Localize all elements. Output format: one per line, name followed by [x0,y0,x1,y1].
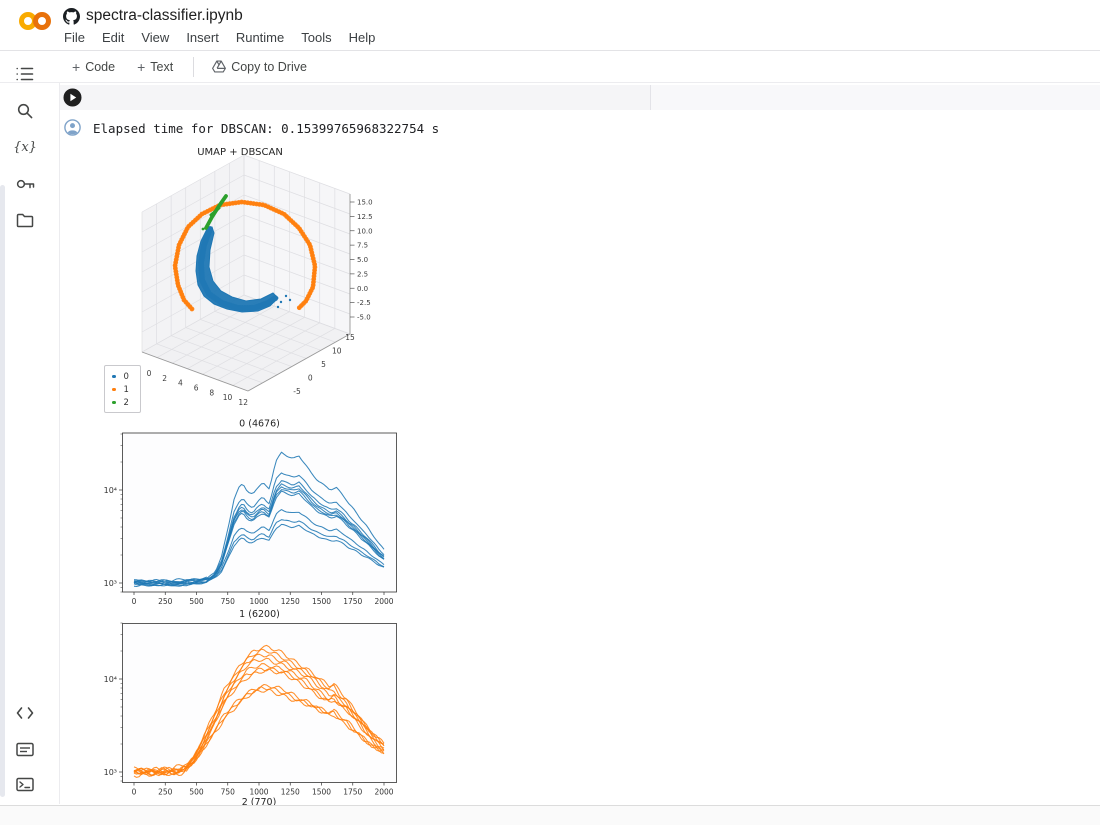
svg-text:10: 10 [223,393,233,402]
svg-text:-5: -5 [293,387,301,396]
legend-marker-orange [112,387,116,392]
code-cell-gutter [650,85,1100,110]
svg-text:12.5: 12.5 [357,213,373,221]
svg-text:250: 250 [158,788,173,797]
svg-text:7.5: 7.5 [357,242,368,250]
svg-text:4: 4 [178,379,183,388]
legend-label: 1 [123,384,129,395]
command-palette-icon[interactable] [15,739,35,759]
svg-text:1250: 1250 [281,597,300,606]
svg-text:10.0: 10.0 [357,227,373,235]
svg-text:10⁴: 10⁴ [104,486,117,495]
notebook-title[interactable]: spectra-classifier.ipynb [86,7,243,24]
variables-icon[interactable]: {x} [13,139,37,155]
svg-text:10: 10 [332,347,342,356]
svg-text:-2.5: -2.5 [357,299,371,307]
legend-row: 0 [110,370,135,383]
svg-text:0: 0 [132,788,137,797]
svg-text:0: 0 [132,597,137,606]
legend-label: 0 [123,371,129,382]
svg-text:750: 750 [221,788,236,797]
terminal-icon[interactable] [15,774,35,794]
svg-text:-5.0: -5.0 [357,314,371,322]
run-cell-button[interactable] [63,88,82,107]
svg-text:10³: 10³ [104,579,117,588]
svg-text:1000: 1000 [249,597,268,606]
table-of-contents-icon[interactable] [15,64,35,84]
svg-text:5.0: 5.0 [357,256,368,264]
svg-text:1500: 1500 [312,597,331,606]
legend-label: 2 [123,397,129,408]
svg-text:2000: 2000 [374,597,393,606]
plot3d-legend: 0 1 2 [104,365,141,413]
svg-text:0.0: 0.0 [357,285,368,293]
menu-file[interactable]: File [64,30,85,45]
page-footer [0,805,1100,825]
spectra-plot-cluster1: 1 (6200) 0 250 500 750 1000 1250 1500 1750 2000 10… [104,609,397,797]
legend-marker-blue [112,374,116,379]
svg-text:1250: 1250 [281,788,300,797]
umap-dbscan-3d-plot: 15.012.510.07.55.02.50.0-2.5-5.002468101… [141,154,373,407]
menubar: File Edit View Insert Runtime Tools Help [64,30,375,45]
svg-text:10⁴: 10⁴ [104,675,117,684]
menu-insert[interactable]: Insert [186,30,219,45]
svg-text:500: 500 [189,597,204,606]
colab-logo[interactable] [18,9,52,33]
menu-runtime[interactable]: Runtime [235,30,285,45]
add-text-label: Text [150,59,174,74]
colab-header: spectra-classifier.ipynb File Edit View … [0,0,1100,50]
secrets-key-icon[interactable] [15,174,35,194]
svg-text:6: 6 [194,383,199,392]
copy-to-drive-button[interactable]: Copy to Drive [212,60,307,74]
code-snippets-icon[interactable] [15,703,35,723]
svg-text:15: 15 [345,333,355,342]
svg-text:2.5: 2.5 [357,270,368,278]
svg-text:1500: 1500 [312,788,331,797]
copy-to-drive-label: Copy to Drive [231,59,307,74]
cell-output-text: Elapsed time for DBSCAN: 0.1539976596832… [93,121,440,136]
menu-tools[interactable]: Tools [301,30,332,45]
svg-text:2: 2 [162,374,167,383]
legend-row: 1 [110,383,135,396]
plot3d-title: UMAP + DBSCAN [197,147,283,158]
cell-toolbar: + Code + Text Copy to Drive [0,50,1100,83]
svg-text:2000: 2000 [374,788,393,797]
page-scrollbar[interactable] [0,185,5,797]
plus-icon: + [72,58,81,75]
svg-text:5: 5 [321,360,326,369]
svg-text:1000: 1000 [249,788,268,797]
svg-text:0: 0 [147,369,152,378]
svg-text:0: 0 [308,374,313,383]
spectra-plot-cluster2-title: 2 (770) [241,797,277,808]
spectra-plot-cluster0: 0 (4676) 0 250 500 750 1000 1250 1500 1750 2000 10… [104,419,397,606]
svg-text:8: 8 [209,388,214,397]
legend-marker-green [112,400,116,405]
svg-text:10³: 10³ [104,768,117,777]
add-text-button[interactable]: + Text [137,59,173,75]
files-folder-icon[interactable] [15,210,35,230]
add-code-button[interactable]: + Code [72,59,115,75]
drive-icon [212,60,227,73]
add-code-label: Code [85,59,116,74]
svg-text:1 (6200): 1 (6200) [239,609,280,620]
svg-text:750: 750 [221,597,236,606]
svg-text:500: 500 [189,788,204,797]
search-icon[interactable] [15,101,35,121]
github-icon [63,8,80,25]
menu-help[interactable]: Help [348,30,376,45]
left-sidebar: {x} [0,67,60,804]
svg-text:12: 12 [238,398,248,407]
svg-text:15.0: 15.0 [357,199,373,207]
svg-text:1750: 1750 [343,597,362,606]
legend-row: 2 [110,396,135,409]
menu-edit[interactable]: Edit [101,30,125,45]
svg-text:1750: 1750 [343,788,362,797]
svg-text:250: 250 [158,597,173,606]
plus-icon: + [137,58,146,75]
svg-text:0 (4676): 0 (4676) [239,419,280,430]
toolbar-separator [193,56,195,77]
executed-by-avatar [64,119,81,136]
menu-view[interactable]: View [141,30,170,45]
